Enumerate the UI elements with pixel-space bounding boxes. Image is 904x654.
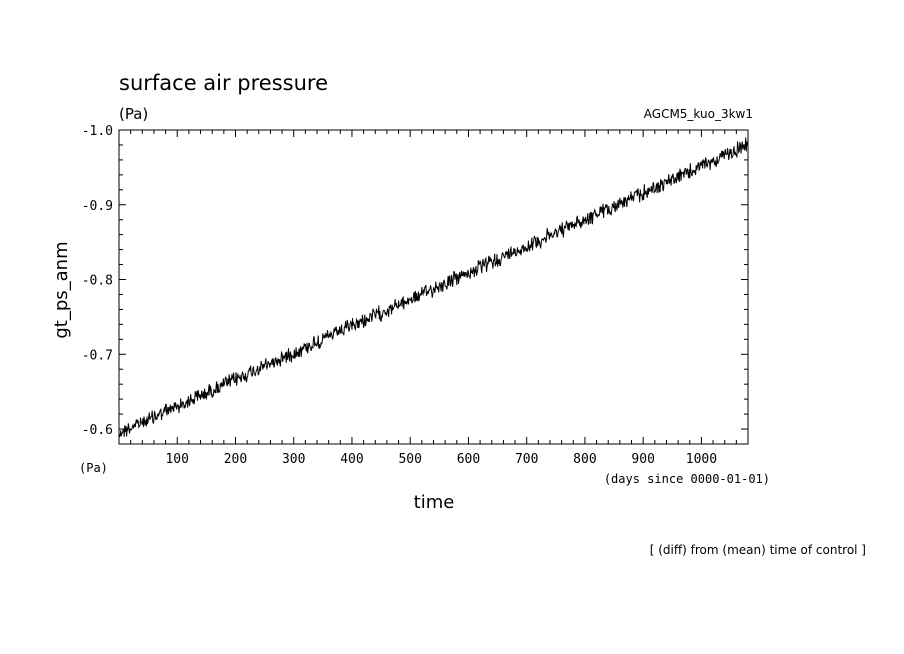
y-tick-label: -0.6: [82, 423, 113, 438]
dataset-label: AGCM5_kuo_3kw1: [644, 107, 753, 121]
x-tick-label: 400: [340, 452, 363, 467]
x-tick-label: 300: [282, 452, 305, 467]
x-axis-units: (days since 0000-01-01): [604, 472, 770, 486]
x-tick-label: 1000: [686, 452, 717, 467]
plot-frame: [118, 129, 749, 445]
y-tick-label: -1.0: [82, 124, 113, 139]
y-axis-ticks: -1.0 -0.9 -0.8 -0.7 -0.6: [82, 124, 748, 445]
x-tick-label: 500: [398, 452, 421, 467]
x-tick-label: 600: [457, 452, 480, 467]
x-axis-ticks: 100 200 300 400 500 600 700 800 900 1000: [130, 130, 737, 467]
y-tick-label: -0.8: [82, 274, 113, 289]
chart-title: surface air pressure: [119, 71, 328, 95]
x-tick-label: 100: [165, 452, 188, 467]
footer-note: [ (diff) from (mean) time of control ]: [650, 543, 866, 557]
units-label: (Pa): [119, 105, 148, 123]
x-tick-label: 700: [515, 452, 538, 467]
x-axis-corner-units: (Pa): [79, 461, 108, 475]
y-tick-label: -0.9: [82, 199, 113, 214]
x-tick-label: 200: [224, 452, 247, 467]
y-axis-label: gt_ps_anm: [51, 241, 72, 338]
x-tick-label: 900: [631, 452, 654, 467]
x-tick-label: 800: [573, 452, 596, 467]
series-line: [118, 137, 749, 438]
x-axis-label: time: [414, 492, 455, 513]
y-tick-label: -0.7: [82, 348, 113, 363]
